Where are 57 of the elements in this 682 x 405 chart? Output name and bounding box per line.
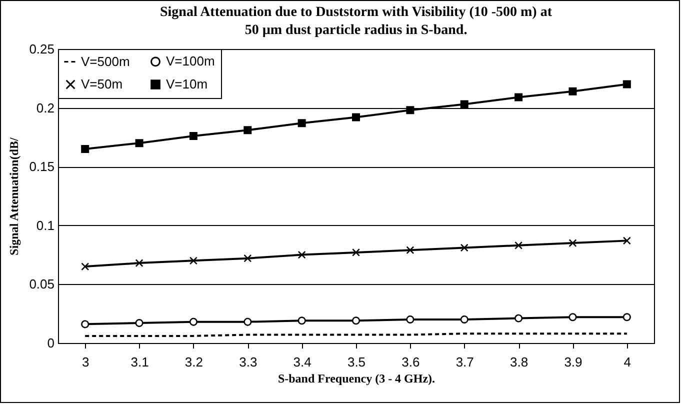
y-tick-label: 0: [47, 336, 54, 350]
point: [298, 250, 306, 259]
point: [189, 256, 198, 265]
point: [352, 248, 360, 256]
point: [406, 246, 414, 254]
x-axis-title: S-band Frequency (3 - 4 GHz).: [278, 372, 436, 386]
y-tick-label: 0.2: [36, 100, 54, 116]
point: [568, 87, 577, 96]
legend-label: V=100m: [166, 54, 215, 69]
point: [135, 139, 144, 148]
point: [568, 239, 577, 248]
legend-label: V=10m: [166, 76, 208, 92]
point: [460, 315, 468, 324]
y-tick-label: 0.15: [29, 159, 54, 174]
point: [406, 315, 414, 324]
point: [81, 262, 90, 271]
point: [81, 144, 90, 153]
y-axis-title: Signal Attenuation(dB/: [7, 136, 22, 256]
x-tick-label: 3.5: [347, 354, 366, 370]
point: [622, 236, 631, 245]
point: [135, 319, 144, 328]
x-tick-label: 3.9: [564, 354, 582, 370]
chart-title: Signal Attenuation due to Duststorm with Visibility (10 -500 m) at 50 µm dust particle radius in S-band.: [160, 5, 552, 38]
point: [244, 254, 252, 262]
point: [352, 113, 360, 122]
point: [244, 126, 252, 134]
x-tick-label: 3.2: [184, 354, 203, 370]
point: [298, 119, 306, 128]
point: [244, 318, 252, 326]
x-tick-label: 3.3: [239, 354, 258, 370]
point: [352, 316, 360, 325]
x-tick-label: 3.8: [510, 354, 528, 370]
point: [460, 100, 468, 108]
y-tick-label: 0.05: [29, 276, 54, 292]
point: [298, 316, 306, 325]
point: [514, 93, 523, 102]
y-tick-label: 0.25: [29, 42, 54, 56]
point: [622, 313, 631, 322]
point: [135, 259, 144, 268]
point: [81, 320, 90, 328]
x-tick-label: 4: [624, 354, 632, 370]
point: [460, 244, 468, 252]
x-tick-label: 3: [82, 354, 90, 370]
point: [189, 318, 198, 326]
x-tick-label: 3.1: [130, 354, 149, 370]
point: [189, 132, 198, 140]
legend-label: V=500m: [81, 54, 130, 69]
point: [622, 80, 631, 88]
y-tick-label: 0.1: [36, 218, 54, 233]
legend-label: V=50m: [81, 76, 123, 92]
x-tick-label: 3.6: [402, 354, 420, 370]
point: [406, 106, 414, 114]
x-tick-label: 3.4: [293, 354, 312, 370]
point: [568, 313, 577, 322]
x-tick-label: 3.7: [456, 354, 474, 370]
point: [514, 314, 523, 322]
point: [514, 241, 523, 250]
